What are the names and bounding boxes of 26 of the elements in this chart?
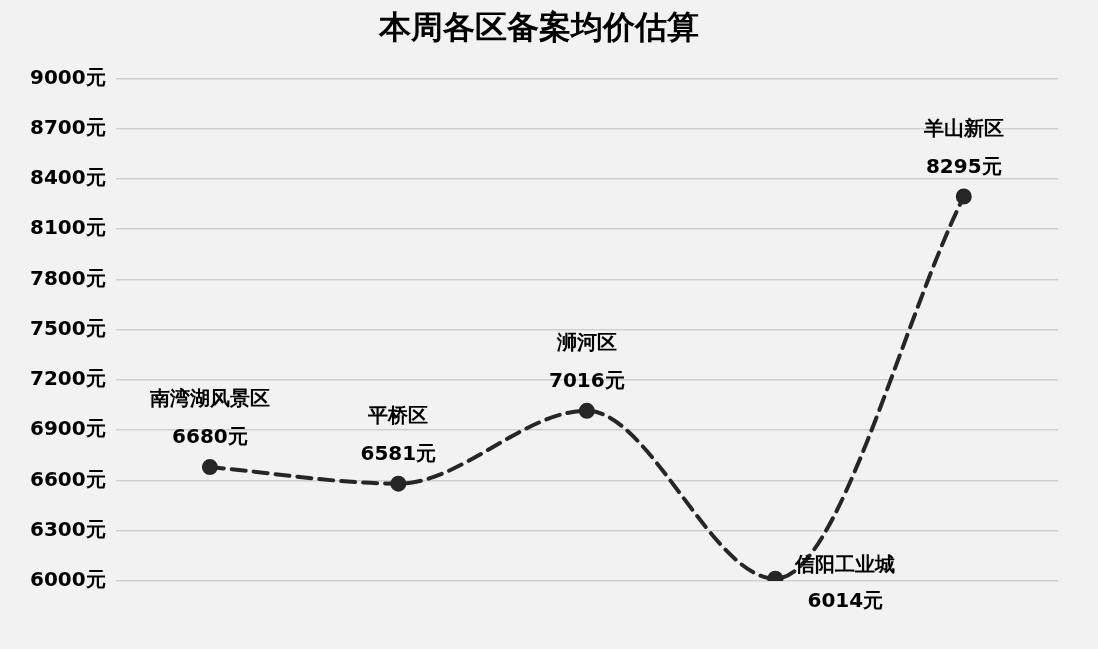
y-tick-label: 6600元 [29, 466, 106, 491]
y-tick-label: 6300元 [29, 516, 106, 541]
point [390, 475, 407, 492]
point [578, 402, 595, 419]
y-tick-label: 9000元 [29, 64, 106, 89]
y-tick-label: 8100元 [29, 215, 106, 240]
data-label: 7016元 [549, 367, 625, 392]
x-tick-label: 羊山新区 [922, 115, 1004, 140]
chart-title: 本周各区备案均价估算 [378, 7, 699, 46]
y-tick-label: 6000元 [29, 567, 106, 592]
point [955, 188, 972, 205]
point [201, 459, 218, 476]
x-tick-label: 南湾湖风景区 [148, 386, 270, 411]
y-tick-label: 8700元 [29, 114, 106, 139]
y-tick-label: 7200元 [29, 366, 106, 391]
y-tick-label: 7800元 [29, 265, 106, 290]
y-tick-label: 7500元 [29, 315, 106, 340]
x-tick-label: 信阳工业城 [794, 551, 896, 576]
x-tick-label: 浉河区 [555, 329, 617, 354]
x-tick-label: 平桥区 [367, 402, 429, 427]
y-tick-label: 6900元 [29, 416, 106, 441]
data-label: 6014元 [807, 587, 884, 612]
data-label: 8295元 [925, 153, 1002, 178]
data-label: 6581元 [360, 440, 437, 465]
y-tick-label: 8400元 [29, 165, 106, 190]
data-label: 6680元 [172, 424, 248, 449]
